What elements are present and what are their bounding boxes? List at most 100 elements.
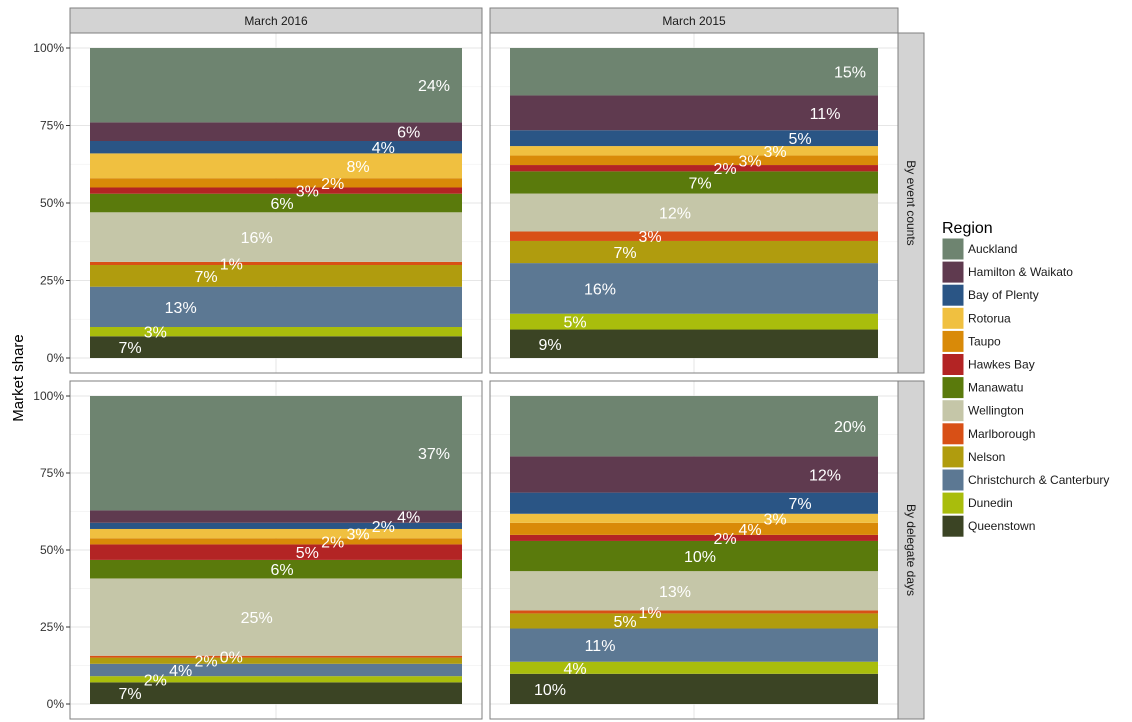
value-label: 20% (834, 419, 866, 436)
value-label: 12% (809, 468, 841, 485)
bar-segment (90, 178, 462, 188)
bar-segment (90, 578, 462, 656)
value-label: 1% (220, 256, 243, 273)
value-label: 3% (296, 184, 319, 201)
y-tick-label: 50% (40, 196, 64, 210)
legend-swatch (941, 376, 965, 400)
bar-segment (90, 48, 462, 123)
legend-swatch (941, 306, 965, 330)
legend-swatch (941, 329, 965, 353)
bar-segment (90, 676, 462, 683)
value-label: 0% (220, 650, 243, 667)
legend-label: Queenstown (968, 519, 1035, 533)
bar-segment (510, 534, 878, 541)
value-label: 4% (563, 661, 586, 678)
bar-segment (510, 396, 878, 457)
legend-swatch (941, 445, 965, 469)
bar-segment (90, 153, 462, 179)
value-label: 2% (144, 672, 167, 689)
value-label: 25% (241, 610, 273, 627)
bar-segment (90, 141, 462, 154)
bar-segment (510, 540, 878, 572)
legend-label: Hamilton & Waikato (968, 265, 1073, 279)
value-label: 3% (763, 511, 786, 528)
value-label: 2% (321, 176, 344, 193)
value-label: 4% (169, 663, 192, 680)
column-strip-label: March 2015 (662, 14, 726, 28)
value-label: 5% (788, 131, 811, 148)
y-tick-label: 75% (40, 466, 64, 480)
bar-segment (90, 396, 462, 511)
bar-segment (90, 528, 462, 539)
bar-segment (90, 212, 462, 262)
value-label: 3% (638, 229, 661, 246)
bar-segment (510, 313, 878, 330)
value-label: 10% (684, 549, 716, 566)
bar-segment (510, 329, 878, 358)
legend-label: Hawkes Bay (968, 358, 1035, 372)
value-label: 7% (194, 269, 217, 286)
value-label: 6% (397, 125, 420, 142)
value-label: 24% (418, 78, 450, 95)
y-tick-label: 100% (33, 41, 64, 55)
legend-swatch (941, 491, 965, 515)
bar-segment (90, 544, 462, 560)
legend: Region Auckland Hamilton & Waikato Bay of … (941, 220, 1109, 538)
panel: 9%5%16%7%3%12%7%2% 3%3%5%11%15% (489, 32, 899, 374)
value-label: 3% (763, 144, 786, 161)
value-label: 8% (346, 159, 369, 176)
legend-swatch (941, 283, 965, 307)
value-label: 7% (688, 175, 711, 192)
bar-segment (90, 682, 462, 704)
legend-label: Nelson (968, 450, 1005, 464)
value-label: 12% (659, 205, 691, 222)
value-label: 7% (613, 245, 636, 262)
value-label: 9% (538, 337, 561, 354)
y-tick-label: 100% (33, 389, 64, 403)
value-label: 16% (241, 230, 273, 247)
bar-segment (90, 663, 462, 677)
legend-swatch (941, 468, 965, 492)
bar-segment (510, 613, 878, 629)
row-strip (897, 380, 925, 720)
value-label: 16% (584, 281, 616, 298)
value-label: 4% (372, 140, 395, 157)
bar-segment (510, 456, 878, 493)
value-label: 11% (585, 638, 616, 655)
legend-label: Wellington (968, 404, 1024, 418)
legend-label: Christchurch & Canterbury (968, 473, 1109, 487)
bar-segment (510, 628, 878, 662)
legend-swatch (941, 514, 965, 538)
legend-label: Dunedin (968, 496, 1013, 510)
panel: 7%3%13%7%1%16%6%3% 2%8%4%6%24% (69, 32, 483, 374)
value-label: 4% (397, 510, 420, 527)
bar-segment (510, 165, 878, 172)
axis-and-strip-labels: March 2016 March 2015 By event counts By de… (33, 7, 925, 720)
value-label: 3% (144, 325, 167, 342)
bar-segment (90, 336, 462, 358)
column-strip (489, 7, 899, 34)
value-label: 11% (810, 106, 841, 123)
y-tick-label: 0% (47, 697, 65, 711)
legend-label: Bay of Plenty (968, 288, 1039, 302)
value-label: 6% (270, 196, 293, 213)
panel: 10%4%11%5%1%13%10%2%4%3%7%12%20% (489, 380, 899, 720)
value-label: 7% (118, 340, 141, 357)
bar-segment (510, 610, 878, 614)
panel: 7%2%4%2% 0%25%6%5%2% 3% 2%4%37% (69, 380, 483, 720)
value-label: 7% (118, 686, 141, 703)
value-label: 4% (738, 522, 761, 539)
y-tick-label: 25% (40, 620, 64, 634)
value-label: 3% (346, 527, 369, 544)
y-tick-label: 50% (40, 543, 64, 557)
legend-swatch (941, 260, 965, 284)
bar-segment (510, 193, 878, 232)
value-label: 7% (788, 496, 811, 513)
bar-segment (90, 261, 462, 265)
value-label: 2% (713, 161, 736, 178)
bar-segment (510, 171, 878, 194)
legend-swatch (941, 399, 965, 423)
bar-segment (90, 510, 462, 523)
bar-segment (510, 673, 878, 704)
